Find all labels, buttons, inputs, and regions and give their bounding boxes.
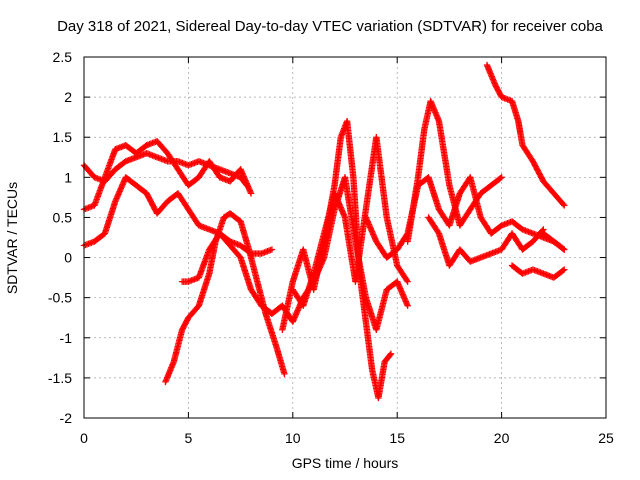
data-point (247, 190, 255, 197)
y-tick-label: -1 (60, 330, 73, 346)
series-track-j (404, 97, 505, 245)
data-point (434, 228, 442, 236)
series-track-k (425, 214, 547, 269)
data-point (561, 266, 568, 273)
data-point (403, 277, 410, 284)
data-point (498, 174, 505, 181)
y-tick-label: 1.5 (53, 129, 73, 145)
y-tick-label: -2 (60, 410, 73, 426)
data-point (386, 351, 394, 359)
series-track-b (80, 138, 255, 213)
y-tick-label: 2 (64, 89, 72, 105)
data-point (387, 350, 395, 358)
x-tick-label: 15 (389, 430, 405, 446)
y-tick-label: -1.5 (48, 370, 72, 386)
x-tick-label: 20 (494, 430, 510, 446)
data-point (559, 267, 567, 274)
x-tick-label: 10 (285, 430, 301, 446)
data-point (539, 227, 546, 234)
grid (83, 56, 607, 419)
y-tick-label: 0.5 (53, 209, 73, 225)
data-point (561, 202, 568, 209)
series-track-n (540, 230, 568, 253)
data-point (404, 302, 411, 309)
y-tick-label: 1 (64, 169, 72, 185)
data-point (268, 246, 276, 253)
y-axis-label: SDTVAR / TECUs (4, 181, 20, 295)
y-tick-label: 2.5 (53, 49, 73, 65)
y-tick-label: 0 (64, 250, 72, 266)
series-track-h (289, 134, 411, 309)
data-point (497, 175, 504, 182)
data-point (561, 246, 568, 253)
data-point (559, 245, 567, 252)
data-point (281, 370, 288, 378)
tick-labels: 0 5 10 15 20 25 -2 -1.5 -1 -0.5 0 0.5 1 1.5 2 2.5 (48, 49, 614, 446)
x-axis-label: GPS time / hours (291, 455, 399, 471)
series-track-e (178, 230, 276, 285)
series-track-l (483, 61, 568, 209)
data-point (404, 278, 411, 285)
data-point (559, 201, 567, 208)
x-tick-label: 25 (598, 430, 614, 446)
data-points (80, 61, 568, 402)
chart-title: Day 318 of 2021, Sidereal Day-to-day VTE… (57, 18, 603, 35)
x-tick-label: 5 (185, 430, 193, 446)
plot-frame (83, 56, 607, 419)
series-track-m (508, 262, 568, 281)
x-tick-label: 0 (80, 430, 88, 446)
y-tick-label: -0.5 (48, 290, 72, 306)
